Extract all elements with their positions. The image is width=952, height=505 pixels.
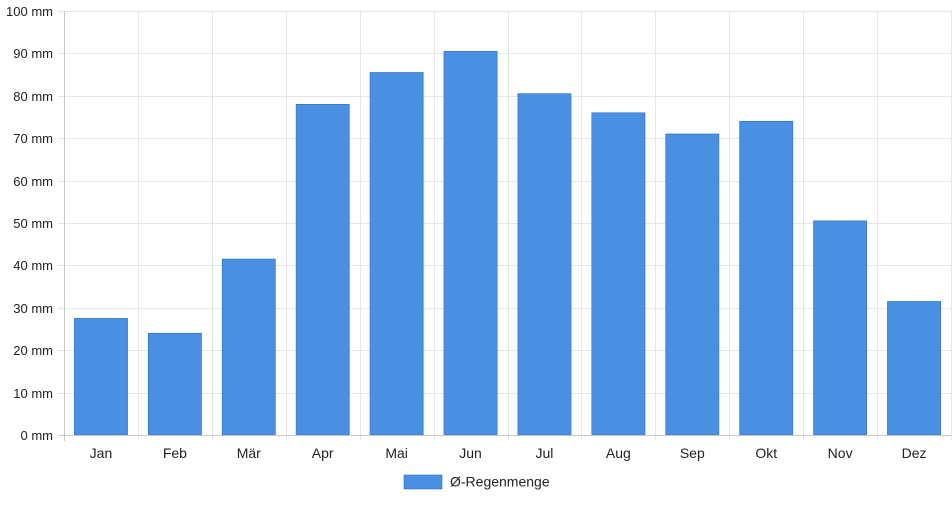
legend-swatch[interactable] xyxy=(403,474,443,490)
x-tick-label: Jan xyxy=(90,445,113,461)
y-tick-label: 80 mm xyxy=(13,89,53,104)
bar-nov[interactable] xyxy=(813,220,868,436)
x-tick-label: Mai xyxy=(385,445,408,461)
x-tick-label: Jun xyxy=(459,445,482,461)
bar-aug[interactable] xyxy=(591,112,646,436)
y-tick-label: 70 mm xyxy=(13,131,53,146)
bar-okt[interactable] xyxy=(739,120,794,436)
y-axis-tick-labels: 0 mm 10 mm 20 mm 30 mm 40 mm 50 mm 60 mm 70 mm 8… xyxy=(6,4,53,443)
x-axis-tick-labels: Jan Feb Mär Apr Mai Jun Jul Aug Sep Okt Nov Dez xyxy=(90,445,927,461)
bar-sep[interactable] xyxy=(665,133,720,436)
x-tick-label: Jul xyxy=(536,445,554,461)
x-tick-label: Mär xyxy=(237,445,261,461)
legend-label[interactable]: Ø-Regenmenge xyxy=(450,474,550,490)
bar-jun[interactable] xyxy=(443,50,498,436)
x-tick-label: Sep xyxy=(680,445,705,461)
y-tick-label: 90 mm xyxy=(13,46,53,61)
bar-jul[interactable] xyxy=(517,93,572,436)
y-tick-label: 30 mm xyxy=(13,301,53,316)
y-tick-label: 20 mm xyxy=(13,343,53,358)
bar-apr[interactable] xyxy=(295,103,350,436)
bars xyxy=(74,50,941,436)
bar-dez[interactable] xyxy=(887,301,941,436)
y-tick-label: 0 mm xyxy=(21,428,54,443)
x-tick-label: Dez xyxy=(902,445,927,461)
y-tick-label: 60 mm xyxy=(13,174,53,189)
bar-feb[interactable] xyxy=(147,332,202,436)
bar-mai[interactable] xyxy=(369,72,424,436)
x-tick-label: Apr xyxy=(312,445,334,461)
bar-mär[interactable] xyxy=(221,258,276,436)
y-tick-label: 10 mm xyxy=(13,386,53,401)
x-tick-label: Feb xyxy=(163,445,187,461)
y-tick-label: 100 mm xyxy=(6,4,53,19)
legend[interactable]: Ø-Regenmenge xyxy=(403,474,550,490)
x-tick-label: Aug xyxy=(606,445,631,461)
x-tick-label: Okt xyxy=(755,445,777,461)
bar-jan[interactable] xyxy=(74,318,128,436)
y-tick-label: 50 mm xyxy=(13,216,53,231)
y-tick-label: 40 mm xyxy=(13,258,53,273)
grid-lines xyxy=(58,11,952,441)
x-tick-label: Nov xyxy=(828,445,853,461)
